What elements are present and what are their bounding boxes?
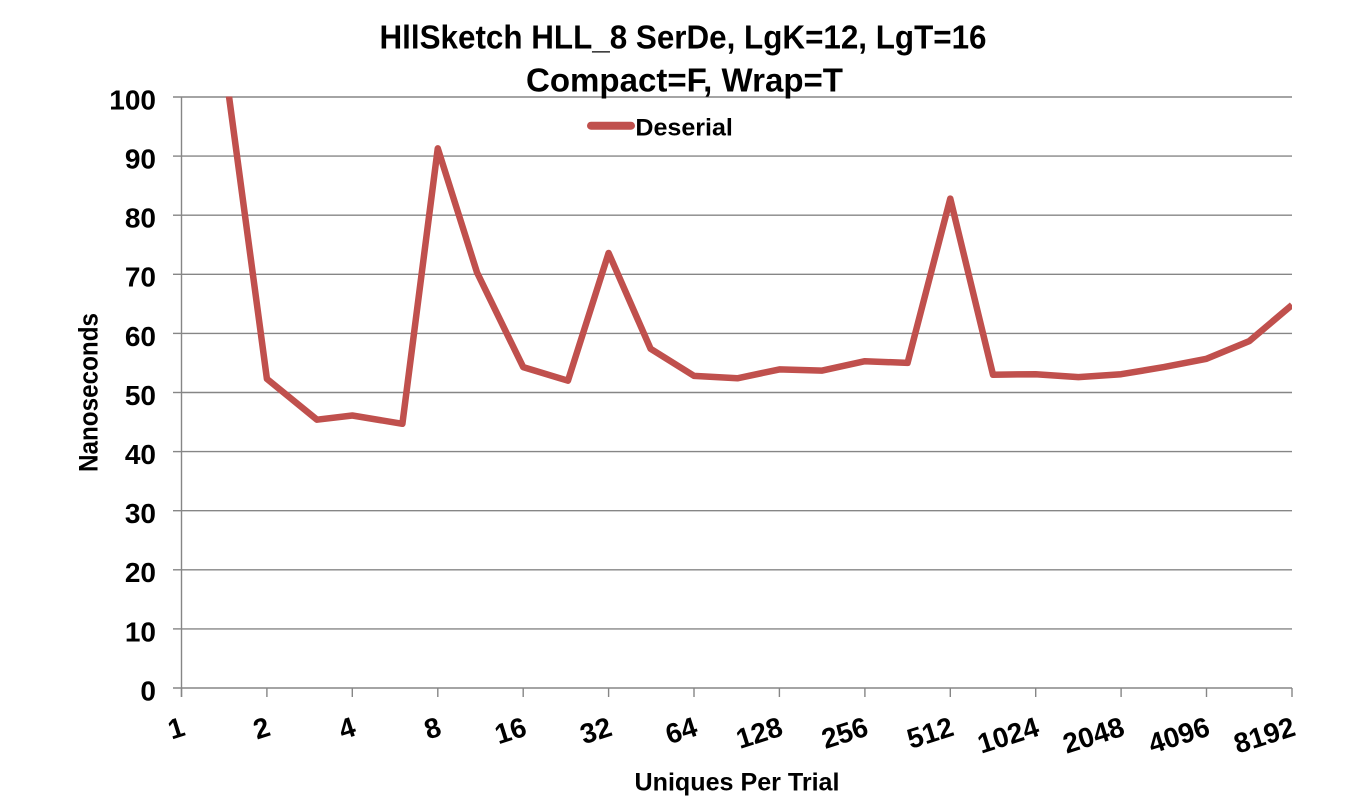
svg-text:70: 70 [125, 262, 156, 293]
svg-text:20: 20 [125, 557, 156, 588]
svg-text:Nanoseconds: Nanoseconds [74, 313, 104, 472]
svg-text:0: 0 [140, 675, 156, 706]
svg-text:Compact=F, Wrap=T: Compact=F, Wrap=T [526, 62, 843, 99]
svg-text:10: 10 [125, 616, 156, 647]
svg-text:40: 40 [125, 439, 156, 470]
svg-text:HllSketch HLL_8 SerDe, LgK=12,: HllSketch HLL_8 SerDe, LgK=12, LgT=16 [380, 18, 987, 55]
svg-text:80: 80 [125, 203, 156, 234]
svg-text:60: 60 [125, 321, 156, 352]
svg-text:50: 50 [125, 380, 156, 411]
svg-text:Deserial: Deserial [635, 115, 733, 142]
svg-text:Uniques Per Trial: Uniques Per Trial [635, 768, 840, 796]
svg-text:90: 90 [125, 144, 156, 175]
svg-text:100: 100 [109, 84, 156, 115]
svg-text:30: 30 [125, 498, 156, 529]
